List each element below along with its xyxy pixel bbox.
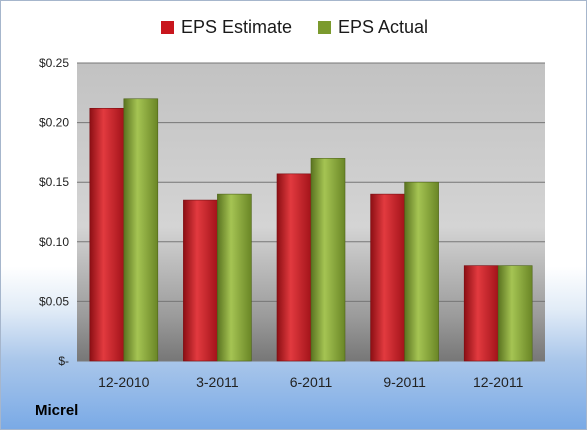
bar-eps-actual: [404, 181, 439, 362]
bar-eps-actual: [497, 265, 533, 362]
bar-eps-estimate: [463, 265, 499, 362]
bar-eps-actual: [310, 158, 346, 362]
x-tick-label: 3-2011: [196, 374, 239, 390]
y-tick-label: $0.15: [39, 175, 69, 189]
bar-eps-actual: [123, 98, 159, 362]
legend: EPS Estimate EPS Actual: [1, 17, 586, 38]
x-tick-label: 12-2010: [98, 374, 150, 390]
x-tick-label: 12-2011: [473, 374, 524, 390]
legend-label-estimate: EPS Estimate: [180, 17, 292, 37]
x-tick-label: 9-2011: [383, 374, 426, 390]
legend-item-estimate: EPS Estimate: [160, 17, 292, 38]
legend-item-actual: EPS Actual: [317, 17, 429, 38]
bar-eps-estimate: [370, 193, 405, 362]
bar-eps-estimate: [89, 107, 125, 362]
y-tick-label: $0.25: [39, 56, 69, 70]
bar-eps-estimate: [183, 199, 218, 362]
legend-swatch-estimate: [160, 21, 174, 34]
legend-swatch-actual: [317, 21, 331, 34]
company-label: Micrel: [35, 402, 79, 419]
y-tick-label: $0.20: [39, 116, 69, 130]
y-tick-label: $-: [58, 354, 69, 368]
bar-eps-actual: [217, 193, 252, 362]
legend-label-actual: EPS Actual: [337, 17, 429, 37]
bar-eps-estimate: [276, 173, 312, 362]
y-tick-label: $0.10: [39, 235, 69, 249]
x-tick-label: 6-2011: [290, 374, 333, 390]
y-tick-label: $0.05: [39, 294, 69, 308]
